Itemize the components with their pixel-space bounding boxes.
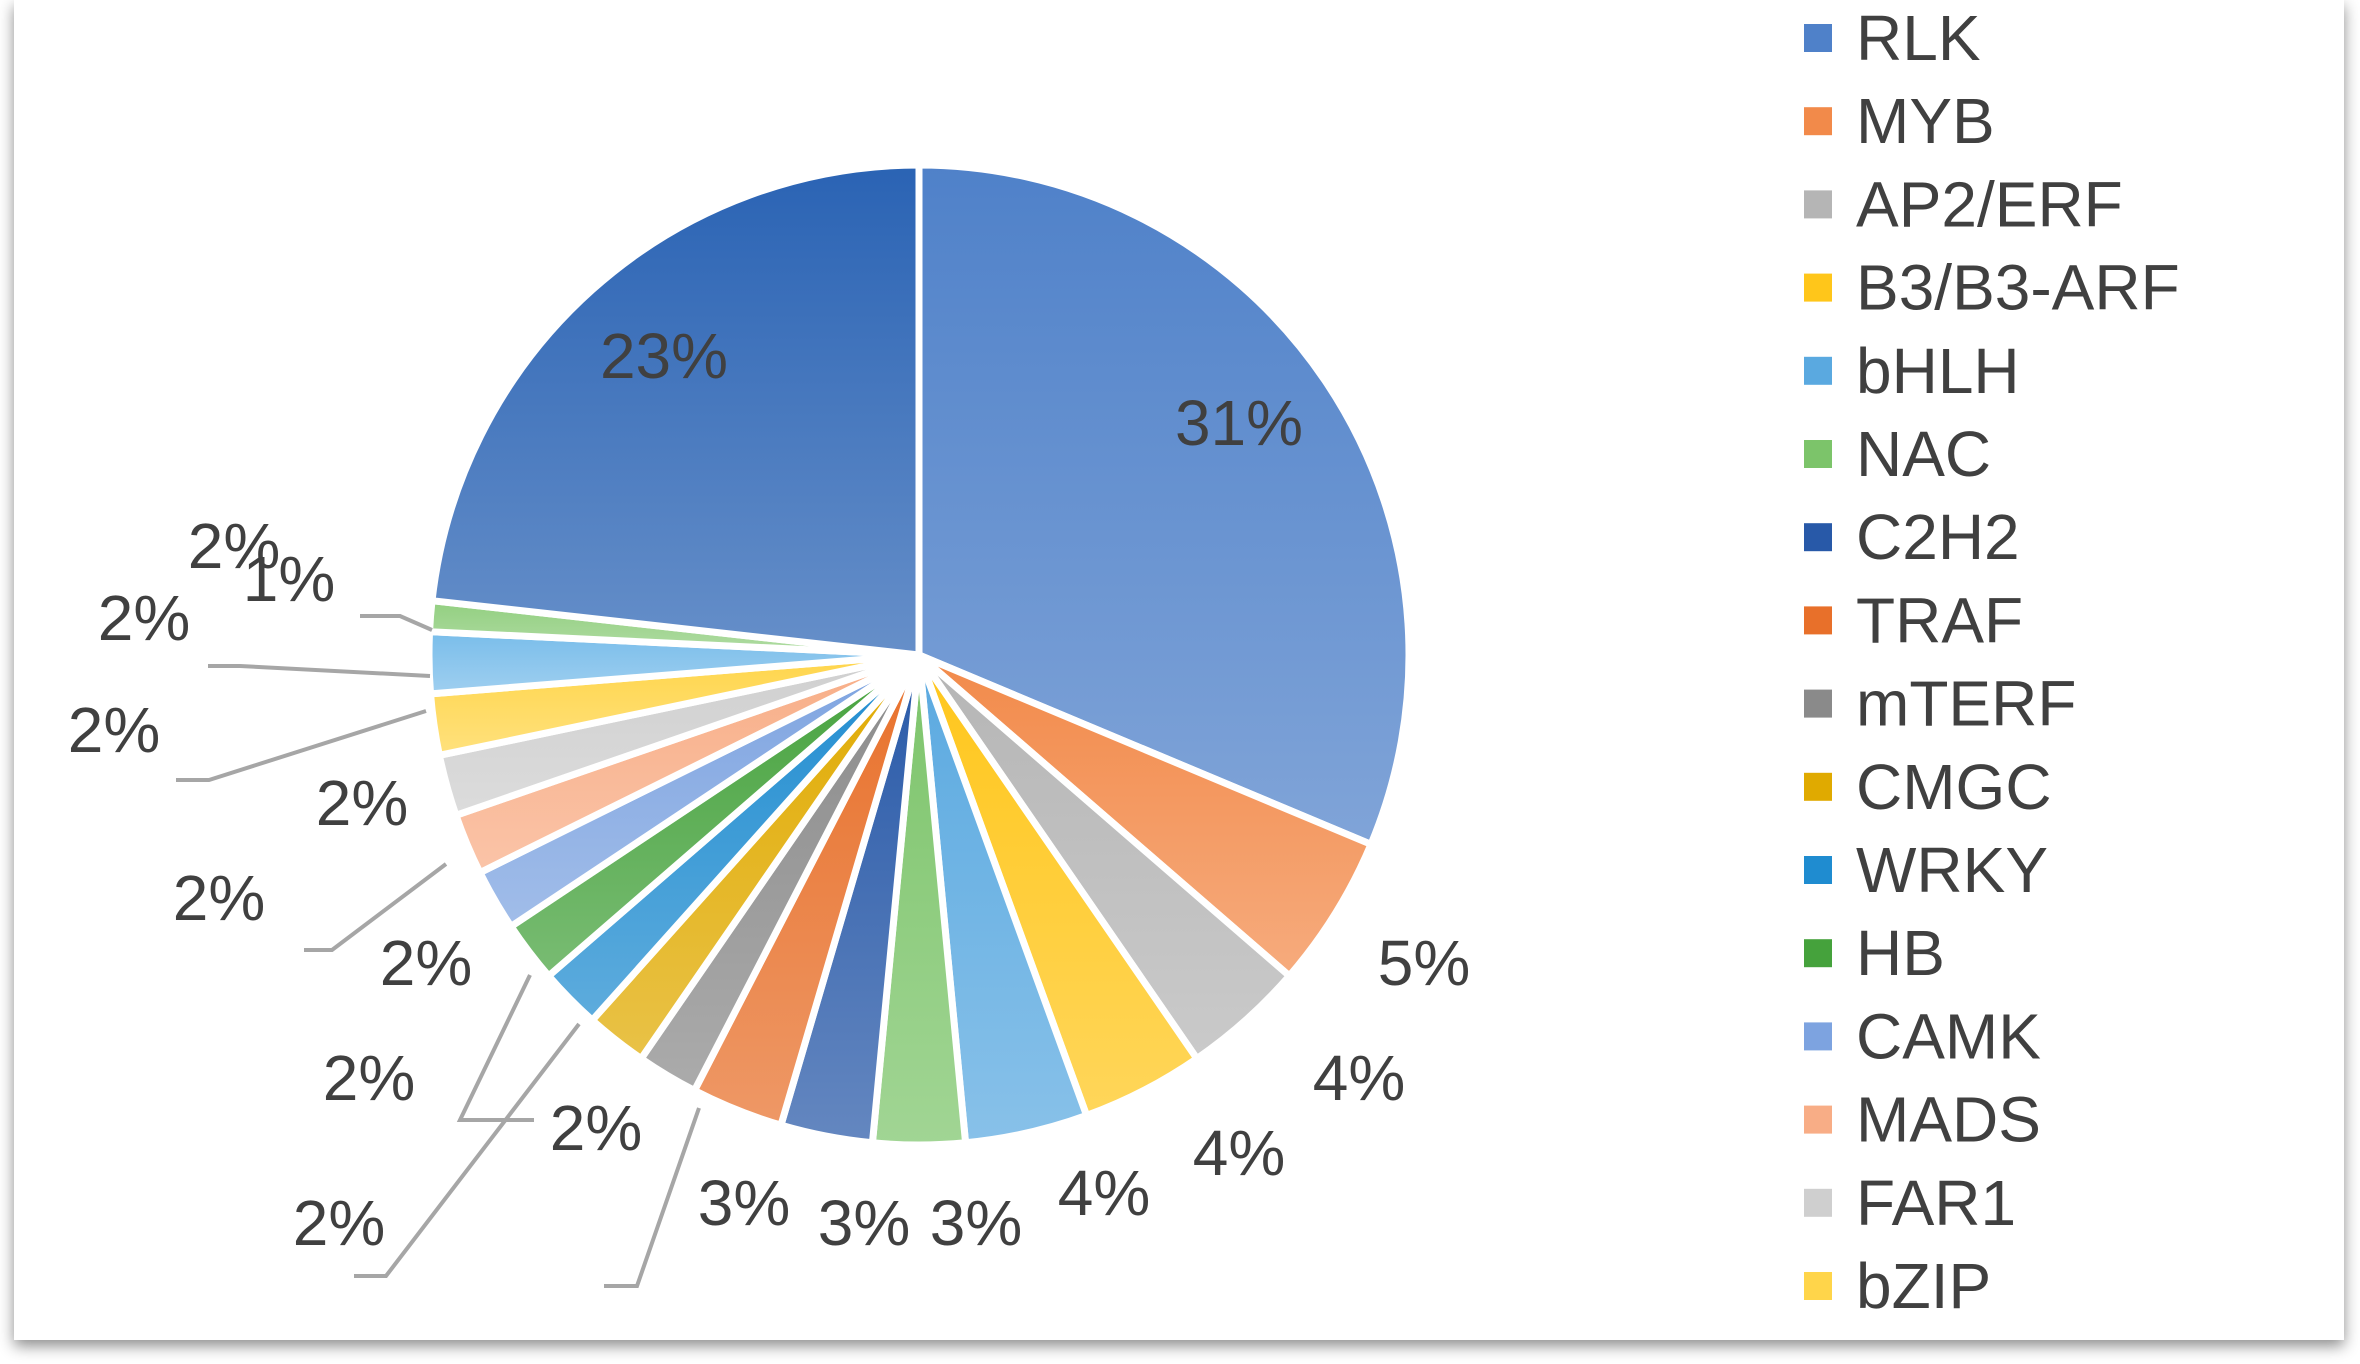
legend-swatch xyxy=(1804,440,1832,468)
data-label: 2% xyxy=(380,927,473,999)
legend-swatch xyxy=(1804,1105,1832,1134)
legend-swatch xyxy=(1804,523,1832,552)
data-label: 2% xyxy=(550,1092,643,1164)
legend-label: B3/B3-ARF xyxy=(1856,252,2180,324)
legend-swatch xyxy=(1804,356,1832,385)
pie-chart: 31%5%4%4%4%3%3%3%2%2%2%2%2%2%2%2%2%1%23%… xyxy=(68,2,2180,1322)
data-label: 4% xyxy=(1193,1117,1286,1189)
legend-label: CAMK xyxy=(1856,1000,2041,1072)
legend-label: bHLH xyxy=(1856,335,2020,407)
legend-swatch xyxy=(1804,1022,1832,1051)
data-label: 2% xyxy=(316,767,409,839)
data-label: 4% xyxy=(1058,1157,1151,1229)
legend-swatch xyxy=(1804,606,1832,635)
data-labels: 31%5%4%4%4%3%3%3%2%2%2%2%2%2%2%2%2%1%23% xyxy=(68,320,1471,1259)
chart-frame: 31% 5% 4% 4% 4% 3% 3% 3% 2% 2% 2% 2% 2% 2% 2% 2% 2% 1% 23%… xyxy=(14,0,2344,1340)
data-label: 2% xyxy=(98,582,191,654)
legend-label: AP2/ERF xyxy=(1856,168,2123,240)
data-label: 4% xyxy=(1313,1042,1406,1114)
legend-swatch xyxy=(1804,772,1832,801)
data-label: 3% xyxy=(698,1167,791,1239)
legend-swatch xyxy=(1804,856,1832,884)
legend-label: TRAF xyxy=(1856,584,2023,656)
data-label: 2% xyxy=(293,1187,386,1259)
slice-slice-18 xyxy=(428,161,923,659)
legend-swatch xyxy=(1804,939,1832,968)
legend-label: RLK xyxy=(1856,2,1981,74)
legend-swatch xyxy=(1804,24,1832,52)
legend-swatch xyxy=(1804,1272,1832,1300)
legend-swatch xyxy=(1804,1188,1832,1217)
legend-label: C2H2 xyxy=(1856,501,2020,573)
legend-label: MYB xyxy=(1856,85,1995,157)
data-label: 2% xyxy=(188,510,281,582)
legend-label: MADS xyxy=(1856,1084,2041,1156)
legend-swatch xyxy=(1804,273,1832,302)
slice-rlk xyxy=(915,161,1413,848)
data-label: 3% xyxy=(818,1187,911,1259)
legend-label: NAC xyxy=(1856,418,1991,490)
leader-line xyxy=(208,664,431,678)
legend-label: mTERF xyxy=(1856,668,2076,740)
leader-line xyxy=(360,614,433,632)
leader-line xyxy=(176,709,427,782)
data-label: 1% xyxy=(243,543,336,615)
legend: RLK MYB AP2/ERF B3/B3-ARF bHLH NAC C2H2 TRAF mTE… xyxy=(1804,2,2180,1322)
legend-label: bZIP xyxy=(1856,1250,1991,1322)
legend-label: CMGC xyxy=(1856,751,2052,823)
leader-line xyxy=(456,974,534,1122)
data-label: 3% xyxy=(930,1187,1023,1259)
leader-line xyxy=(354,1022,581,1278)
legend-label: WRKY xyxy=(1856,834,2048,906)
data-label: 31% xyxy=(1175,387,1303,459)
data-label: 5% xyxy=(1378,927,1471,999)
legend-label: FAR1 xyxy=(1856,1167,2016,1239)
leader-lines xyxy=(176,614,701,1288)
data-label: 23% xyxy=(600,320,728,392)
legend-swatch xyxy=(1804,689,1832,718)
legend-label: HB xyxy=(1856,917,1945,989)
data-label: 2% xyxy=(68,694,161,766)
data-label: 2% xyxy=(323,1042,416,1114)
pie-slices xyxy=(425,161,1413,1149)
leader-line xyxy=(304,862,448,952)
legend-swatch xyxy=(1804,107,1832,136)
leader-line xyxy=(604,1107,701,1288)
data-label: 2% xyxy=(173,862,266,934)
legend-swatch xyxy=(1804,190,1832,219)
